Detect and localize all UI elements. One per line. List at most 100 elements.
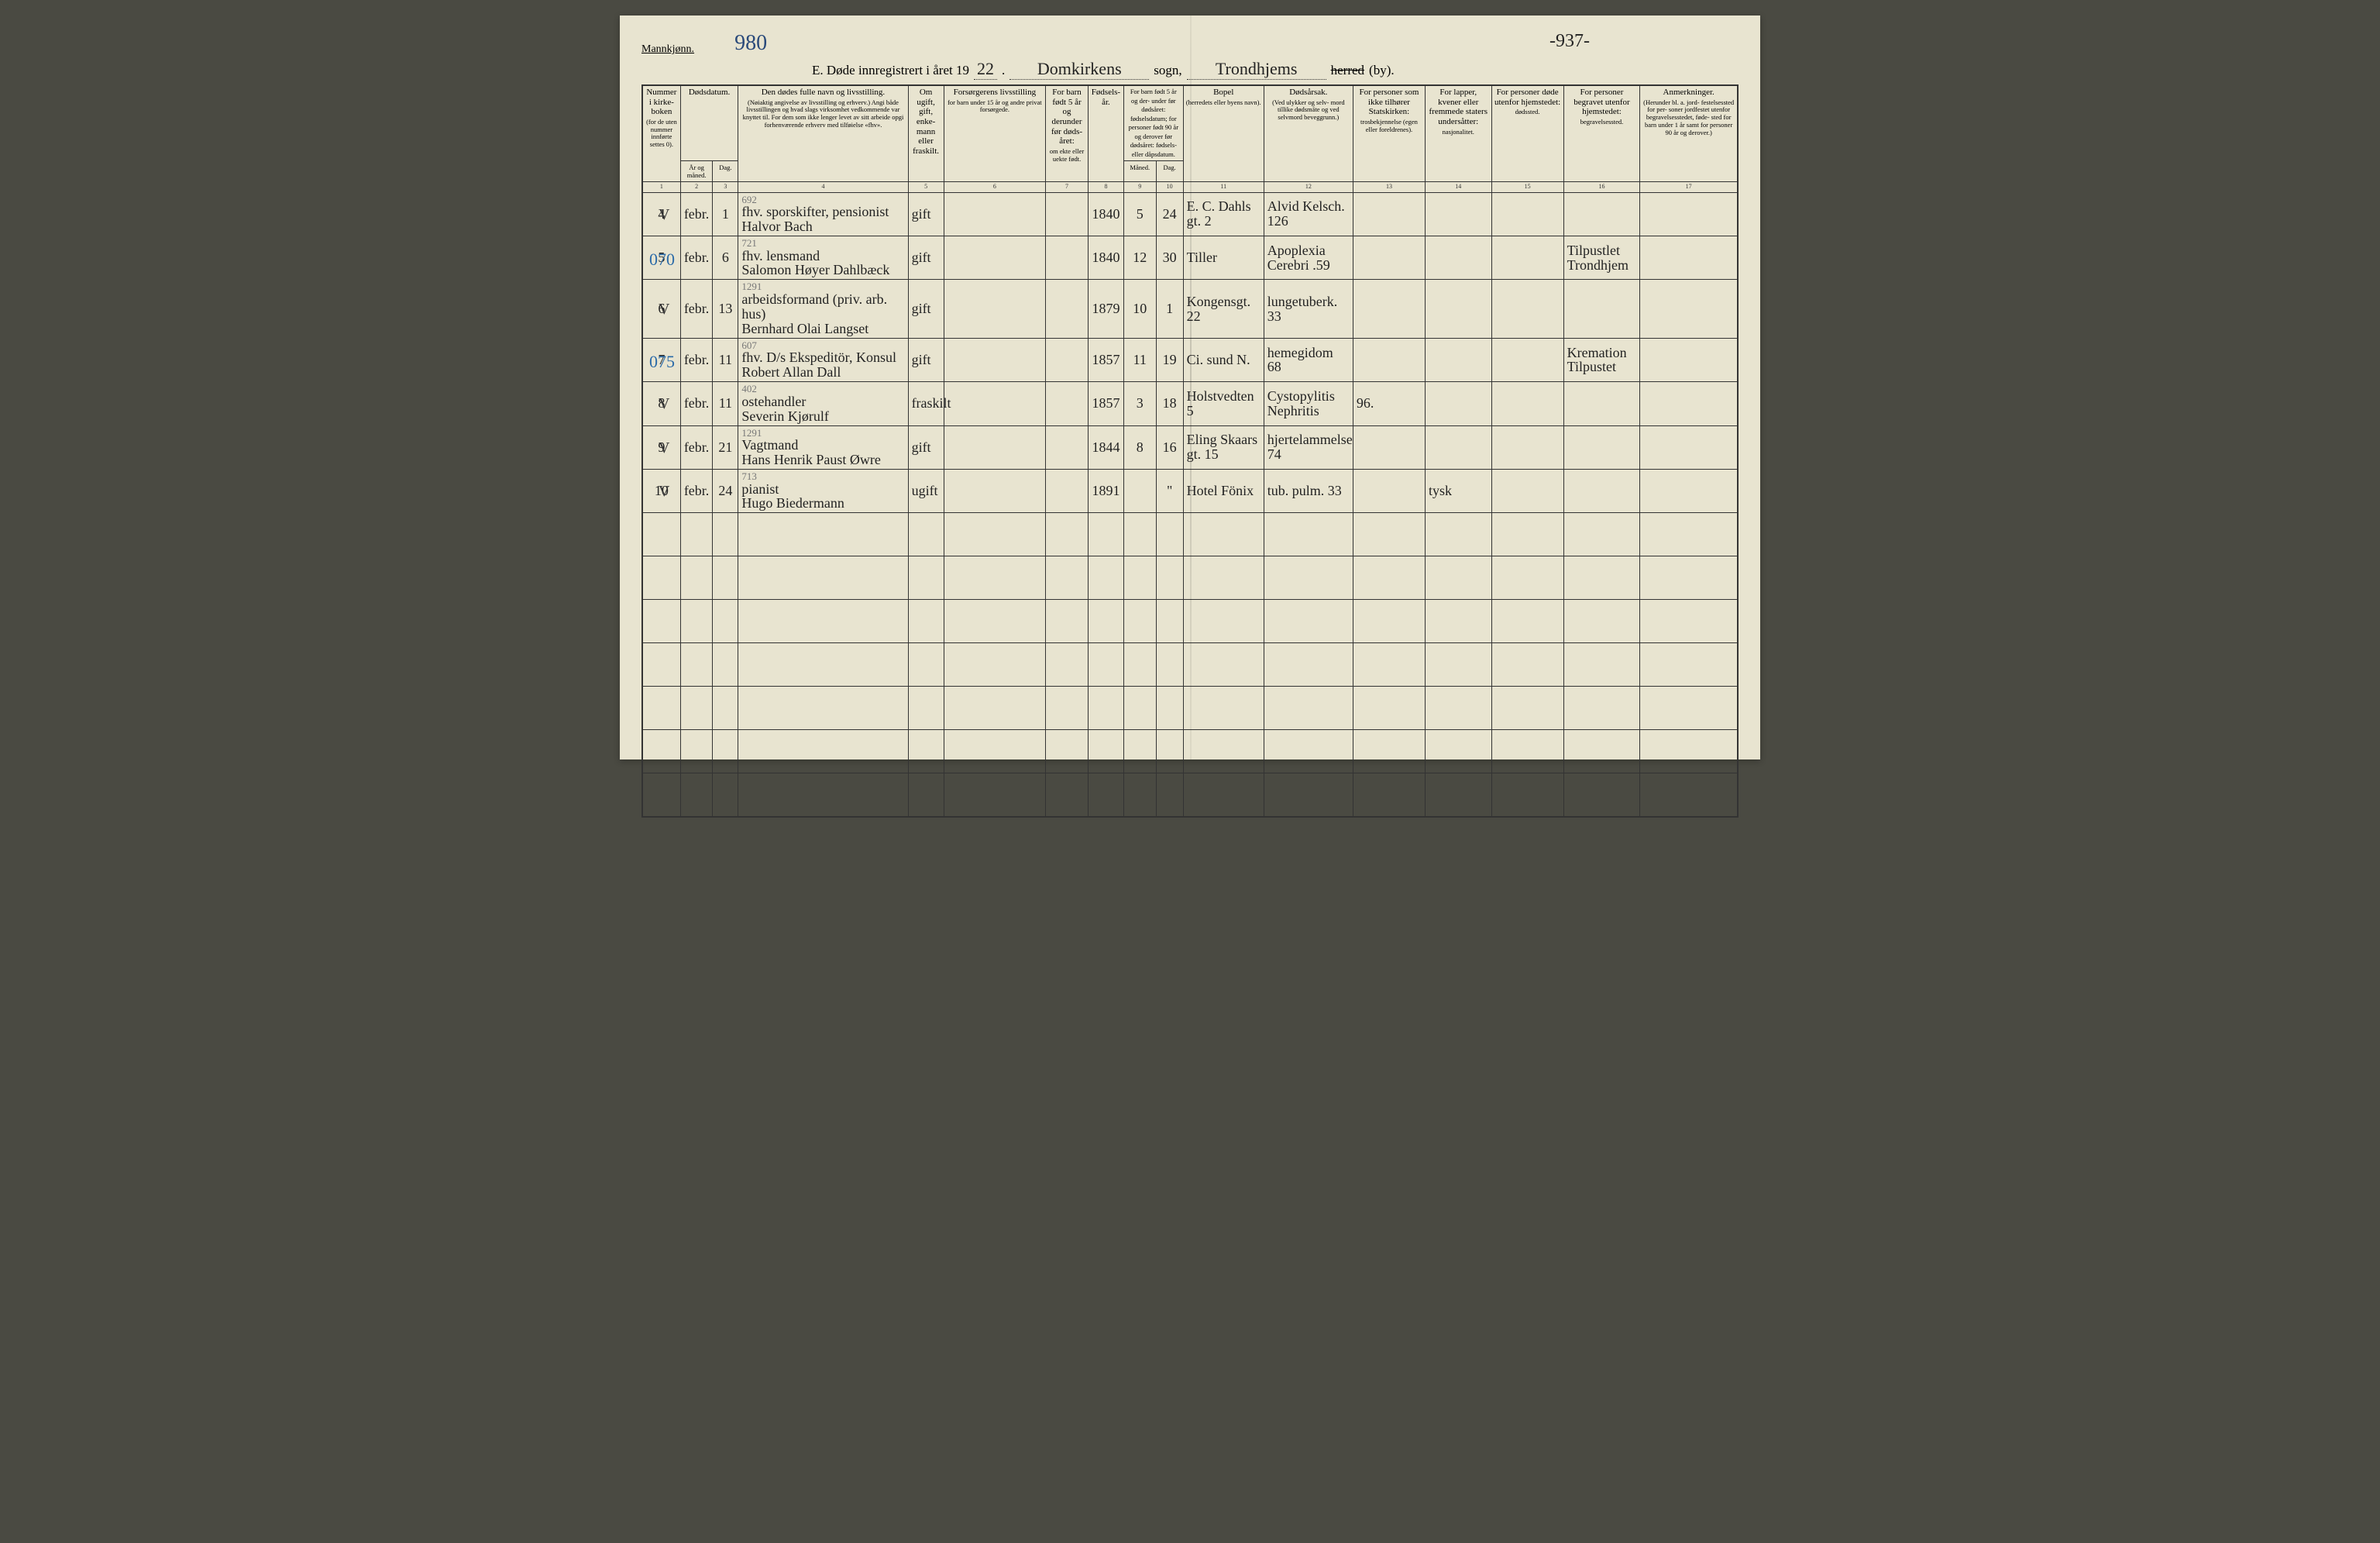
- cell-month: febr.: [680, 469, 713, 512]
- cell-month: febr.: [680, 280, 713, 338]
- margin-annotation: 721: [741, 238, 904, 249]
- cell-cause: Alvid Kelsch. 126: [1264, 192, 1353, 236]
- empty-cell: [944, 556, 1046, 600]
- cell-c15: [1491, 192, 1563, 236]
- cell-civil: fraskilt: [908, 382, 944, 425]
- cell-c14: [1426, 236, 1491, 279]
- cell-c14: [1426, 382, 1491, 425]
- table-row-empty: [642, 687, 1738, 730]
- cell-birthmonth: 11: [1123, 338, 1156, 381]
- column-number: 3: [713, 181, 738, 192]
- col-header-6: Forsørgerens livsstillingfor barn under …: [944, 85, 1046, 181]
- empty-cell: [738, 687, 908, 730]
- margin-annotation: 402: [741, 384, 904, 394]
- cell-c17: [1640, 338, 1738, 381]
- cell-birthmonth: 12: [1123, 236, 1156, 279]
- empty-cell: [1088, 643, 1123, 687]
- empty-cell: [1426, 687, 1491, 730]
- empty-cell: [1563, 513, 1640, 556]
- empty-cell: [1491, 600, 1563, 643]
- empty-cell: [1046, 730, 1089, 773]
- page-number-right: -937-: [1549, 31, 1590, 52]
- cell-civil: gift: [908, 236, 944, 279]
- cell-c14: tysk: [1426, 469, 1491, 512]
- empty-cell: [1123, 513, 1156, 556]
- column-number: 1: [642, 181, 680, 192]
- empty-cell: [1353, 600, 1425, 643]
- cell-bopel: E. C. Dahls gt. 2: [1183, 192, 1264, 236]
- empty-cell: [1123, 730, 1156, 773]
- cell-birthmonth: [1123, 469, 1156, 512]
- empty-cell: [1156, 643, 1183, 687]
- cell-c17: [1640, 280, 1738, 338]
- cell-birthyear: 1891: [1088, 469, 1123, 512]
- cell-birthyear: 1840: [1088, 192, 1123, 236]
- empty-cell: [1491, 773, 1563, 817]
- col-header-8: Fødsels- år.: [1088, 85, 1123, 181]
- empty-cell: [680, 687, 713, 730]
- empty-cell: [1426, 600, 1491, 643]
- cell-bopel: Kongensgt. 22: [1183, 280, 1264, 338]
- margin-annotation: 607: [741, 340, 904, 351]
- cell-c15: [1491, 425, 1563, 469]
- parish-fill: Domkirkens: [1009, 59, 1149, 80]
- empty-cell: [1426, 643, 1491, 687]
- cell-c16: [1563, 192, 1640, 236]
- cell-day: 6: [713, 236, 738, 279]
- ledger-table: Nummer i kirke- boken(for de uten nummer…: [641, 84, 1739, 818]
- district-fill: Trondhjems: [1187, 59, 1326, 80]
- empty-cell: [1264, 730, 1353, 773]
- empty-cell: [944, 513, 1046, 556]
- empty-cell: [738, 643, 908, 687]
- empty-cell: [1353, 687, 1425, 730]
- empty-cell: [738, 556, 908, 600]
- table-row: 0757febr.11607fhv. D/s Ekspeditör, Konsu…: [642, 338, 1738, 381]
- empty-cell: [1640, 513, 1738, 556]
- col-header-15: For personer døde utenfor hjemstedet:død…: [1491, 85, 1563, 181]
- empty-cell: [713, 730, 738, 773]
- col-header-12: Dødsårsak.(Ved ulykker og selv- mord til…: [1264, 85, 1353, 181]
- cell-c15: [1491, 280, 1563, 338]
- empty-cell: [944, 643, 1046, 687]
- empty-cell: [1046, 513, 1089, 556]
- empty-cell: [1046, 556, 1089, 600]
- cell-birthday: ": [1156, 469, 1183, 512]
- empty-cell: [642, 556, 680, 600]
- empty-cell: [642, 730, 680, 773]
- cell-birthmonth: 10: [1123, 280, 1156, 338]
- col-header-13: For personer som ikke tilhører Statskirk…: [1353, 85, 1425, 181]
- cell-birthyear: 1857: [1088, 382, 1123, 425]
- empty-cell: [1123, 687, 1156, 730]
- cell-c17: [1640, 192, 1738, 236]
- empty-cell: [1491, 513, 1563, 556]
- empty-cell: [908, 687, 944, 730]
- col-header-9-10: For barn født 5 år og der- under før død…: [1123, 85, 1183, 161]
- cell-birthday: 1: [1156, 280, 1183, 338]
- table-head: Nummer i kirke- boken(for de uten nummer…: [642, 85, 1738, 181]
- column-number: 13: [1353, 181, 1425, 192]
- cell-birthmonth: 3: [1123, 382, 1156, 425]
- empty-cell: [1046, 643, 1089, 687]
- empty-cell: [1123, 600, 1156, 643]
- title-year: 22: [974, 59, 997, 80]
- cell-number: V4: [642, 192, 680, 236]
- cell-ekte: [1046, 469, 1089, 512]
- empty-cell: [713, 600, 738, 643]
- empty-cell: [1046, 600, 1089, 643]
- empty-cell: [1353, 643, 1425, 687]
- check-mark: V: [659, 207, 669, 223]
- col-header-11: Bopel(herredets eller byens navn).: [1183, 85, 1264, 181]
- empty-cell: [1156, 556, 1183, 600]
- empty-cell: [1123, 556, 1156, 600]
- cell-cause: lungetuberk. 33: [1264, 280, 1353, 338]
- col-subheader-3: Dag.: [713, 161, 738, 182]
- cell-c17: [1640, 236, 1738, 279]
- cell-c15: [1491, 338, 1563, 381]
- cell-month: febr.: [680, 236, 713, 279]
- cell-day: 13: [713, 280, 738, 338]
- empty-cell: [1563, 730, 1640, 773]
- table-row: V6febr.131291arbeidsformand (priv. arb. …: [642, 280, 1738, 338]
- empty-cell: [1183, 730, 1264, 773]
- table-row-empty: [642, 773, 1738, 817]
- cell-c13: [1353, 236, 1425, 279]
